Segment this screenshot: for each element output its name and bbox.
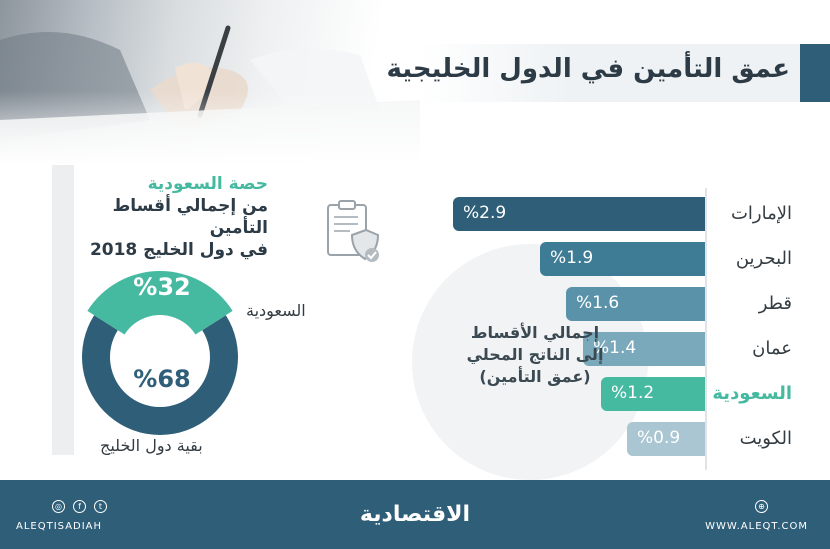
slice-label-rest: بقية دول الخليج (100, 436, 203, 455)
title-bar: عمق التأمين في الدول الخليجية (387, 44, 830, 102)
brand-logo[interactable]: الاقتصادية (359, 502, 471, 527)
bar-caption-line-3: (عمق التأمين) (479, 367, 591, 386)
bar-caption-line-1: إجمالي الأقساط (470, 323, 600, 342)
bar-value-label-0: %2.9 (463, 203, 507, 223)
insurance-depth-bar-chart: %2.9 الإمارات %1.9 البحرين %1.6 قطر %1.4 عمان %1… (400, 180, 830, 480)
category-label-1: البحرين (735, 248, 792, 269)
bar-2 (566, 287, 705, 321)
donut-title: حصة السعودية من إجمالي أقساط التأمين في … (60, 173, 268, 261)
website-url[interactable]: WWW.ALEQT.COM (705, 521, 808, 532)
globe-icon[interactable]: ⊕ (755, 500, 768, 513)
category-label-4: السعودية (712, 383, 792, 404)
bar-caption: إجمالي الأقساط إلى الناتج المحلي (عمق ال… (440, 322, 630, 388)
social-handle[interactable]: ALEQTISADIAH (16, 521, 103, 532)
title-accent (800, 44, 830, 102)
donut-title-line-1: حصة السعودية (147, 174, 268, 194)
decorative-strip (52, 165, 74, 455)
donut-title-line-3: في دول الخليج 2018 (89, 240, 268, 260)
bar-4 (601, 377, 705, 411)
bar-value-label-5: %0.9 (637, 428, 681, 448)
category-label-0: الإمارات (730, 203, 792, 224)
bar-3 (583, 332, 705, 366)
bar-1 (540, 242, 705, 276)
donut-slice-1 (82, 315, 239, 435)
bar-0 (453, 197, 705, 231)
facebook-icon[interactable]: f (73, 500, 86, 513)
bar-value-label-3: %1.4 (593, 338, 637, 358)
donut-value-label-1: %68 (133, 365, 190, 393)
footer: ◎ f t ⊕ الاقتصادية ALEQTISADIAH WWW.ALEQ… (0, 480, 830, 549)
donut-value-label-0: %32 (133, 273, 190, 301)
bar-caption-line-2: إلى الناتج المحلي (466, 345, 604, 364)
category-label-3: عمان (752, 338, 792, 359)
slice-label-saudi: السعودية (246, 301, 306, 320)
category-label-2: قطر (758, 293, 792, 314)
bar-axis (705, 188, 707, 470)
category-label-5: الكويت (739, 428, 792, 449)
donut-chart: %32 %68 (82, 271, 239, 435)
donut-title-line-2: من إجمالي أقساط التأمين (112, 196, 268, 238)
donut-slice-0 (87, 271, 233, 335)
bar-value-label-4: %1.2 (611, 383, 655, 403)
bar-value-label-1: %1.9 (550, 248, 594, 268)
bar-value-label-2: %1.6 (576, 293, 620, 313)
saudi-share-donut-section: حصة السعودية من إجمالي أقساط التأمين في … (0, 165, 400, 480)
twitter-icon[interactable]: t (94, 500, 107, 513)
insurance-document-icon (327, 200, 380, 262)
bar-5 (627, 422, 705, 456)
page-title: عمق التأمين في الدول الخليجية (386, 54, 791, 84)
instagram-icon[interactable]: ◎ (52, 500, 65, 513)
header-photo (0, 0, 420, 165)
